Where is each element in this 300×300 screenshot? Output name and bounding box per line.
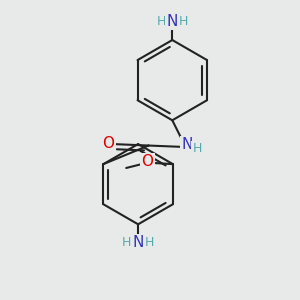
Text: O: O — [102, 136, 114, 151]
Text: O: O — [142, 154, 154, 169]
Text: N: N — [167, 14, 178, 29]
Text: H: H — [179, 15, 188, 28]
Text: N: N — [132, 235, 144, 250]
Text: H: H — [192, 142, 202, 155]
Text: H: H — [156, 15, 166, 28]
Text: N: N — [182, 137, 193, 152]
Text: H: H — [122, 236, 131, 249]
Text: H: H — [145, 236, 154, 249]
